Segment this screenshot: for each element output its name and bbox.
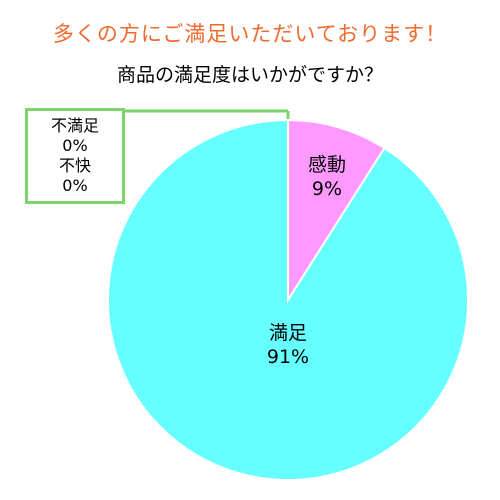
callout-label-fukai: 不快 <box>58 156 91 175</box>
slice-label-kando: 感動 <box>308 154 346 176</box>
slice-label-manzoku: 満足 <box>269 322 307 344</box>
pie-slices <box>107 118 469 481</box>
callout-value-fumanzoku: 0% <box>62 136 88 155</box>
slice-value-manzoku: 91% <box>267 346 309 368</box>
chart-title: 商品の満足度はいかがですか？ <box>116 64 383 86</box>
callout-label-fumanzoku: 不満足 <box>50 116 99 135</box>
zero-value-callout: 不満足 0% 不快 0% <box>25 108 125 204</box>
headline: 多くの方にご満足いただいております！ <box>52 22 448 46</box>
pie-slice-manzoku <box>107 118 469 481</box>
pie-slice-kando <box>287 118 386 304</box>
callout-value-fukai: 0% <box>62 176 88 195</box>
slice-value-kando: 9% <box>312 178 342 200</box>
